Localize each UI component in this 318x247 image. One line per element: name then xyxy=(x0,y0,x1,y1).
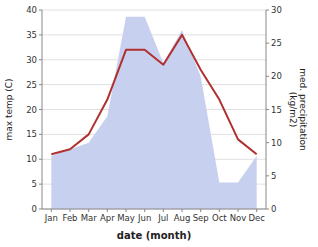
plot-area xyxy=(51,17,256,209)
y-tick xyxy=(39,34,42,35)
y2-axis-label: med. precipitation(kg/m2) xyxy=(288,68,308,150)
y2-tick xyxy=(266,76,269,77)
y-tick-label: 35 xyxy=(26,30,37,40)
y-tick xyxy=(39,109,42,110)
temp-line xyxy=(51,35,256,154)
y2-tick xyxy=(266,43,269,44)
x-tick-label: Mar xyxy=(81,213,98,223)
y-tick-label: 10 xyxy=(26,154,37,164)
chart: 0 5 10 15 20 25 30 35 40 0 5 10 15 20 25 30 Jan Feb MarApr… xyxy=(0,0,318,247)
x-tick xyxy=(238,209,239,212)
y-tick xyxy=(39,84,42,85)
x-axis-label: date (month) xyxy=(117,230,191,241)
grid-line xyxy=(42,209,266,210)
y-tick-label: 0 xyxy=(32,204,37,214)
y-tick xyxy=(39,10,42,11)
x-tick-label: Jan xyxy=(44,213,58,223)
y2-tick-label: 20 xyxy=(271,71,282,81)
x-tick-label: Nov xyxy=(230,213,247,223)
y2-tick-label: 30 xyxy=(271,5,282,15)
x-tick xyxy=(70,209,71,212)
x-tick-label: May xyxy=(117,213,135,223)
x-tick-label: Sep xyxy=(193,213,209,223)
x-tick-label: Jul xyxy=(157,213,168,223)
axes: 0 5 10 15 20 25 30 35 40 0 5 10 15 20 25 30 Jan Feb MarApr… xyxy=(26,5,282,223)
y-tick-label: 15 xyxy=(26,129,37,139)
grid-line xyxy=(42,10,266,11)
y-tick xyxy=(39,184,42,185)
y-tick-label: 25 xyxy=(26,80,37,90)
x-tick-label: Apr xyxy=(100,213,115,223)
x-tick xyxy=(51,209,52,212)
y-tick-label: 40 xyxy=(26,5,37,15)
x-tick-label: Aug xyxy=(174,213,191,223)
y-axis-label: max temp (C) xyxy=(4,78,14,140)
y2-tick xyxy=(266,109,269,110)
y-tick-label: 30 xyxy=(26,55,37,65)
y2-tick-label: 25 xyxy=(271,38,282,48)
x-tick xyxy=(256,209,257,212)
y-tick-label: 20 xyxy=(26,105,37,115)
x-tick xyxy=(88,209,89,212)
grid xyxy=(42,10,266,209)
y-tick xyxy=(39,59,42,60)
x-tick-label: Feb xyxy=(62,213,77,223)
grid-line xyxy=(42,34,266,35)
x-tick xyxy=(219,209,220,212)
x-tick xyxy=(107,209,108,212)
x-tick xyxy=(200,209,201,212)
x-tick xyxy=(144,209,145,212)
x-tick-label: Dec xyxy=(248,213,265,223)
y2-tick-label: 10 xyxy=(271,138,282,148)
x-tick xyxy=(163,209,164,212)
y-tick xyxy=(39,209,42,210)
x-tick xyxy=(182,209,183,212)
y-tick xyxy=(39,159,42,160)
x-axis-line xyxy=(42,209,266,210)
y-tick xyxy=(39,134,42,135)
precip-area xyxy=(51,17,256,209)
y2-tick xyxy=(266,209,269,210)
x-tick xyxy=(126,209,127,212)
y2-tick xyxy=(266,175,269,176)
chart-container: 0 5 10 15 20 25 30 35 40 0 5 10 15 20 25 30 Jan Feb MarApr… xyxy=(0,0,318,247)
y-tick-label: 5 xyxy=(32,179,37,189)
y2-tick-label: 0 xyxy=(271,204,276,214)
y2-tick xyxy=(266,10,269,11)
x-tick-label: Jun xyxy=(137,213,151,223)
y2-tick-label: 15 xyxy=(271,105,282,115)
y2-tick-label: 5 xyxy=(271,171,276,181)
y2-tick xyxy=(266,142,269,143)
x-tick-label: Oct xyxy=(212,213,227,223)
